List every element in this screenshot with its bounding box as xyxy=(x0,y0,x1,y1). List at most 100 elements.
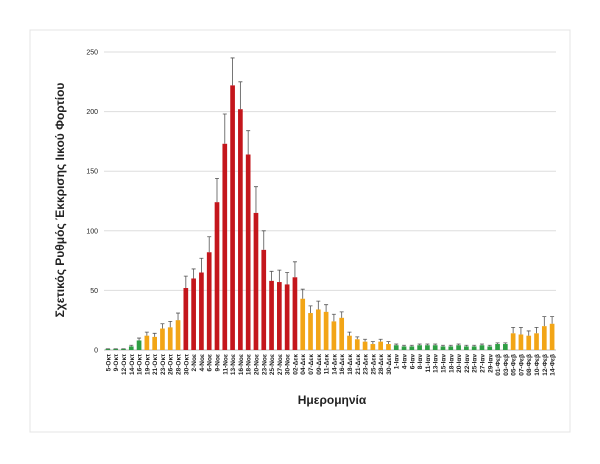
error-bar xyxy=(347,331,352,336)
error-bar xyxy=(222,113,227,144)
x-tick-label: 5-Οκτ xyxy=(105,354,112,371)
x-tick-label: 6-Ιαν xyxy=(409,354,416,370)
bar xyxy=(323,311,329,350)
error-bar xyxy=(441,344,445,347)
error-bar xyxy=(503,342,508,345)
error-bar xyxy=(238,81,243,110)
error-bar xyxy=(487,344,492,347)
bar xyxy=(487,346,493,350)
bar xyxy=(238,109,243,350)
error-bar xyxy=(456,343,461,346)
error-bar xyxy=(394,343,399,346)
error-bar xyxy=(316,300,321,310)
error-bar xyxy=(425,343,430,346)
error-bar xyxy=(176,312,181,321)
x-axis-label: Ημερομηνία xyxy=(298,393,367,407)
error-bar xyxy=(355,336,360,340)
error-bar xyxy=(160,323,165,329)
x-tick-label: 4-Νοε xyxy=(199,354,206,372)
x-tick-label: 14-Φεβ xyxy=(550,354,557,376)
x-tick-label: 10-Φεβ xyxy=(534,354,541,376)
bar xyxy=(440,346,446,350)
bar xyxy=(362,341,368,350)
error-bar xyxy=(269,270,274,281)
error-bar xyxy=(433,343,438,346)
bar xyxy=(128,346,134,350)
x-tick-label: 05-Φεβ xyxy=(511,354,518,376)
bar xyxy=(160,328,165,350)
y-tick-label: 150 xyxy=(86,169,98,176)
x-tick-label: 30-Οκτ xyxy=(183,354,190,375)
x-tick-label: 19-Οκτ xyxy=(144,354,151,375)
bar xyxy=(503,344,508,350)
bar xyxy=(425,345,430,350)
x-tick-label: 1-Ιαν xyxy=(394,354,401,370)
y-tick-label: 200 xyxy=(86,109,98,116)
x-tick-label: 9-Νοε xyxy=(215,354,222,372)
x-tick-label: 26-Οκτ xyxy=(168,354,175,375)
x-tick-label: 03-Φεβ xyxy=(503,354,510,376)
x-tick-label: 12-Φεβ xyxy=(542,354,549,376)
x-tick-label: 08-Φεβ xyxy=(526,354,533,376)
x-tick-label: 30-Δεκ xyxy=(386,354,393,375)
x-tick-label: 21-Δεκ xyxy=(355,354,362,375)
bar xyxy=(378,341,383,350)
error-bar xyxy=(386,341,391,345)
error-bar xyxy=(253,186,258,213)
bar xyxy=(300,298,306,350)
x-tick-label: 9-Οκτ xyxy=(113,354,120,371)
error-bar xyxy=(363,338,368,342)
bar xyxy=(191,278,196,350)
bar xyxy=(292,277,298,350)
x-tick-label: 21-Οκτ xyxy=(152,354,159,375)
bar xyxy=(354,339,360,350)
x-tick-label: 20-Νοε xyxy=(253,354,260,375)
error-bar xyxy=(168,320,173,328)
x-tick-label: 23-Οκτ xyxy=(160,354,167,375)
error-bar xyxy=(526,330,531,336)
error-bar xyxy=(472,344,477,347)
x-tick-label: 29-Ιαν xyxy=(487,354,494,373)
y-tick-label: 250 xyxy=(86,50,98,57)
bar xyxy=(370,344,376,350)
error-bar xyxy=(550,316,555,324)
error-bar xyxy=(152,332,157,337)
y-tick-label: 100 xyxy=(86,228,98,235)
error-bar xyxy=(417,343,422,346)
bar xyxy=(315,309,321,350)
x-tick-label: 22-Ιαν xyxy=(464,354,471,373)
error-bar xyxy=(534,326,539,334)
error-bar xyxy=(518,326,523,335)
x-tick-label: 09-Δεκ xyxy=(316,354,323,375)
error-bar xyxy=(300,288,305,299)
error-bar xyxy=(261,230,266,250)
x-tick-label: 04-Δεκ xyxy=(300,354,307,375)
error-bar xyxy=(495,342,500,345)
error-bar xyxy=(129,344,134,347)
bar xyxy=(269,280,274,350)
x-tick-label: 16-Νοε xyxy=(238,354,245,375)
bar xyxy=(121,348,126,350)
x-tick-label: 18-Νοε xyxy=(246,354,253,375)
error-bar xyxy=(246,130,251,155)
bar xyxy=(510,333,516,350)
bar xyxy=(339,317,345,350)
bar xyxy=(386,344,391,350)
x-tick-label: 02-Δεκ xyxy=(292,354,299,375)
bar xyxy=(471,346,477,350)
bar xyxy=(245,154,251,350)
error-bar xyxy=(285,272,290,285)
bar xyxy=(167,327,173,350)
bar xyxy=(144,335,150,350)
x-tick-label: 18-Δεκ xyxy=(347,354,354,375)
error-bar xyxy=(464,344,469,347)
y-axis-label: Σχετικός Ρυθμός Έκκρισης Ιικού Φορτίου xyxy=(53,83,67,318)
bar xyxy=(152,336,157,350)
bar xyxy=(331,321,337,350)
x-tick-label: 07-Φεβ xyxy=(518,354,525,376)
x-tick-label: 25-Νοε xyxy=(269,354,276,375)
x-tick-label: 25-Δεκ xyxy=(370,354,377,375)
x-tick-label: 4-Ιαν xyxy=(402,354,409,370)
x-tick-label: 13-Νοε xyxy=(230,354,237,375)
